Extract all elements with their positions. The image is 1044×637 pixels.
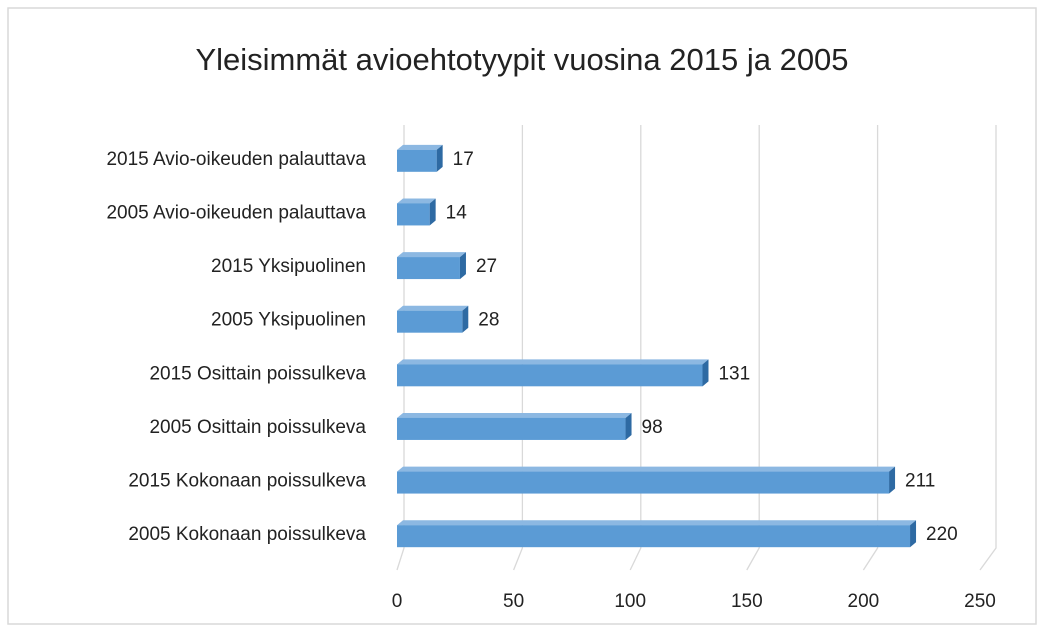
bar (397, 198, 436, 226)
y-tick-label: 2015 Kokonaan poissulkeva (128, 471, 366, 492)
bar-face (397, 471, 890, 494)
x-tick-label: 100 (614, 591, 646, 612)
bar-face (397, 305, 469, 311)
bar-face (397, 359, 709, 365)
bar (397, 466, 896, 494)
grid-line (862, 125, 879, 571)
y-tick-label: 2015 Yksipuolinen (211, 256, 366, 277)
bar-face (702, 359, 709, 387)
x-tick-label: 0 (392, 591, 403, 612)
grid-line (746, 125, 760, 571)
x-tick-label: 250 (964, 591, 996, 612)
data-label: 28 (478, 310, 499, 331)
bar (397, 144, 443, 172)
x-tick-label: 150 (731, 591, 763, 612)
data-label: 211 (905, 471, 935, 492)
grid-line (979, 125, 997, 571)
bar-face (397, 412, 632, 418)
bar (397, 252, 466, 280)
bar-face (397, 203, 430, 226)
x-tick-label: 50 (503, 591, 524, 612)
bar-face (910, 520, 917, 548)
chart-title: Yleisimmät avioehtotyypit vuosina 2015 j… (195, 42, 848, 77)
bar-face (889, 466, 896, 494)
y-tick-label: 2005 Yksipuolinen (211, 310, 366, 331)
bar-face (397, 257, 460, 280)
y-tick-label: 2005 Avio-oikeuden palauttava (106, 202, 366, 223)
bar-face (397, 520, 917, 526)
bar-face (397, 198, 436, 204)
bar-face (397, 144, 443, 150)
y-tick-label: 2005 Kokonaan poissulkeva (128, 524, 366, 545)
grid-line (512, 125, 524, 571)
bar (397, 305, 469, 333)
bar (397, 359, 709, 387)
data-label: 220 (926, 524, 958, 545)
bar-face (462, 305, 469, 333)
bar-face (397, 149, 437, 172)
bar-face (397, 466, 896, 472)
y-tick-label: 2015 Avio-oikeuden palauttava (106, 149, 366, 170)
bar-face (429, 198, 436, 226)
bar-face (625, 412, 632, 440)
y-tick-label: 2015 Osittain poissulkeva (149, 363, 366, 384)
x-tick-label: 200 (848, 591, 880, 612)
data-label: 131 (718, 363, 750, 384)
grid-line (629, 125, 642, 571)
bar-face (397, 364, 703, 387)
bar-face (397, 252, 466, 258)
bar-face (459, 252, 466, 280)
data-label: 98 (642, 417, 663, 438)
bar-face (397, 310, 463, 333)
data-label: 14 (446, 202, 468, 223)
bar (397, 520, 917, 548)
bar-face (436, 144, 443, 172)
bar-face (397, 525, 911, 548)
bar (397, 412, 632, 440)
bar-face (397, 417, 626, 440)
data-label: 17 (453, 149, 474, 170)
data-label: 27 (476, 256, 497, 277)
y-tick-label: 2005 Osittain poissulkeva (149, 417, 366, 438)
